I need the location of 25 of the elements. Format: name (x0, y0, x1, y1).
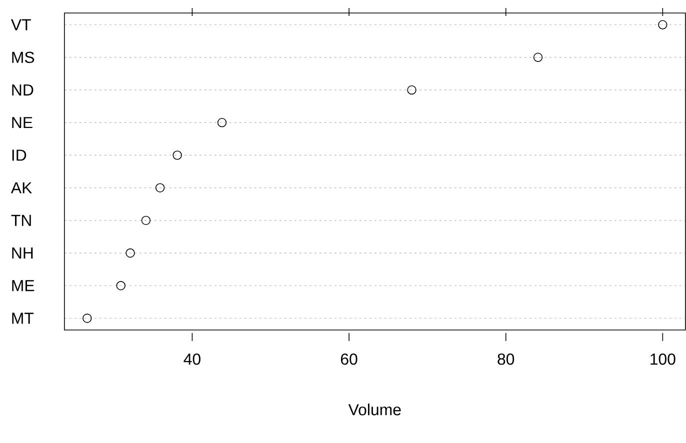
y-tick-label: NE (12, 117, 32, 128)
y-tick-label: ME (12, 280, 34, 292)
y-tick-label: AK (10, 182, 32, 194)
point (533, 52, 543, 62)
x-tick-label: 60 (340, 354, 358, 365)
point (172, 150, 182, 160)
x-axis-title: Volume (348, 404, 401, 416)
point (407, 85, 416, 95)
x-tick-label: 40 (184, 354, 200, 365)
point (141, 216, 151, 226)
point (155, 183, 165, 192)
point (658, 20, 668, 30)
point (116, 281, 126, 290)
x-tick-label: 100 (650, 354, 676, 365)
y-tick-label: ID (12, 150, 26, 161)
y-tick-label: ND (12, 84, 34, 96)
x-tick-label: 80 (498, 354, 514, 365)
point (126, 248, 135, 258)
y-tick-label: TN (11, 214, 31, 226)
y-tick-label: MT (12, 312, 34, 324)
point (82, 314, 92, 323)
y-tick-label: VT (10, 19, 31, 30)
y-tick-label: MS (12, 52, 34, 63)
y-tick-label: NH (12, 248, 33, 259)
point (217, 118, 227, 128)
